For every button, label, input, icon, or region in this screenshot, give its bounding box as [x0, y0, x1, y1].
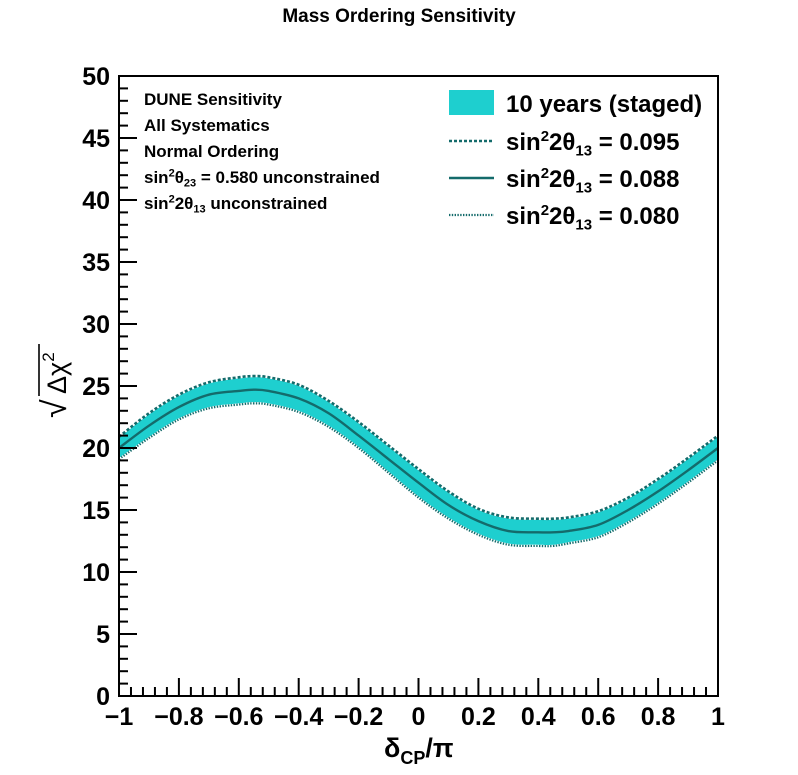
chart-title: Mass Ordering Sensitivity	[282, 6, 516, 27]
legend-label: 10 years (staged)	[506, 91, 702, 118]
y-tick-label: 35	[82, 249, 110, 277]
annotation-line: All Systematics	[144, 116, 270, 135]
ticks-layer	[118, 75, 719, 697]
tick-labels-layer: −1 −0.8 −0.6 −0.4 −0.2 0 0.2 0.4 0.6 0.8 105101520…	[82, 63, 725, 731]
y-axis-label-text: Δχ2	[39, 352, 72, 394]
x-tick-label: −1	[105, 703, 134, 731]
y-axis-label-rotated: √ Δχ2	[36, 344, 74, 418]
series-line-dotted	[118, 374, 719, 521]
x-tick-label: −0.4	[274, 703, 323, 731]
x-tick-label: −0.8	[154, 703, 203, 731]
legend-label: sin22θ13 = 0.080	[506, 202, 679, 233]
x-tick-label: 0.2	[461, 703, 496, 731]
annotation-line: DUNE Sensitivity	[144, 90, 282, 109]
lines-layer	[118, 374, 719, 548]
y-tick-label: 0	[96, 683, 110, 711]
band-10-years-staged	[119, 377, 718, 545]
x-tick-label: 0.6	[581, 703, 616, 731]
annotation-line: Normal Ordering	[144, 142, 279, 161]
x-tick-label: −0.6	[214, 703, 263, 731]
x-axis-label: δCP/π	[384, 733, 454, 768]
x-axis-label-text: δCP/π	[384, 733, 454, 768]
x-tick-label: 0	[412, 703, 426, 731]
series-line-solid	[118, 388, 719, 534]
y-tick-label: 25	[82, 373, 110, 401]
annotation-line: sin2θ23 = 0.580 unconstrained	[144, 168, 380, 190]
y-tick-label: 20	[82, 435, 110, 463]
x-tick-label: 0.8	[641, 703, 676, 731]
legend-swatch-band	[449, 90, 494, 115]
legend: 10 years (staged) sin22θ13 = 0.095 sin22θ1…	[449, 90, 702, 233]
y-tick-label: 15	[82, 497, 110, 525]
y-tick-label: 5	[96, 621, 110, 649]
series-line-fine-dotted	[118, 402, 719, 548]
sqrt-symbol: √	[36, 399, 74, 418]
legend-label: sin22θ13 = 0.088	[506, 165, 679, 196]
y-tick-label: 40	[82, 187, 110, 215]
annotation-line: sin22θ13 unconstrained	[144, 194, 327, 216]
y-tick-label: 30	[82, 311, 110, 339]
band-layer	[119, 377, 718, 545]
y-tick-label: 10	[82, 559, 110, 587]
y-tick-label: 45	[82, 125, 110, 153]
x-tick-label: 1	[711, 703, 725, 731]
y-tick-label: 50	[82, 63, 110, 91]
x-tick-label: 0.4	[521, 703, 556, 731]
legend-label: sin22θ13 = 0.095	[506, 128, 679, 159]
annotation-block: DUNE Sensitivity All Systematics Normal Or…	[144, 90, 380, 216]
y-axis-label: √ Δχ2	[36, 344, 74, 418]
x-tick-label: −0.2	[334, 703, 383, 731]
